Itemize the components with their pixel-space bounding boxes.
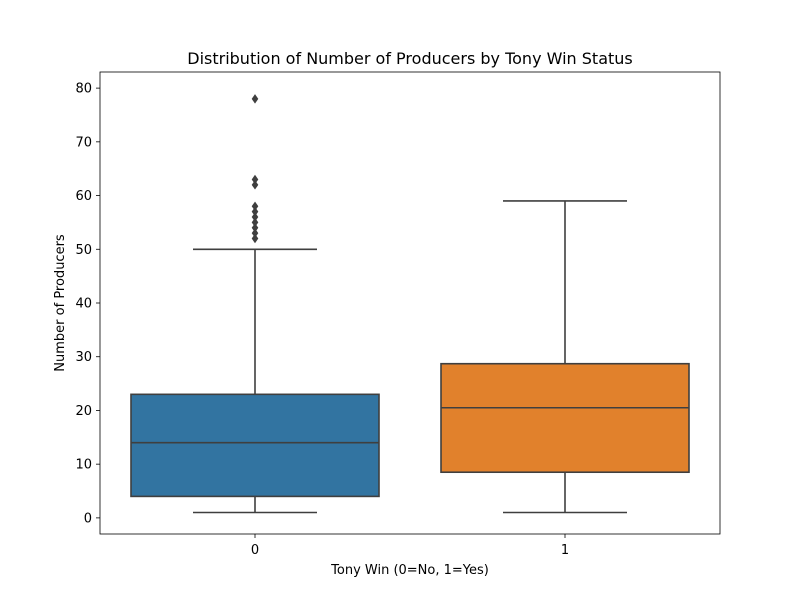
outlier-0-3 (251, 217, 259, 228)
y-tick-label-50: 50 (75, 243, 92, 258)
outlier-0-7 (251, 180, 259, 190)
y-tick-label-80: 80 (75, 82, 92, 97)
y-tick-label-20: 20 (75, 404, 92, 419)
y-axis-label: Number of Producers (53, 234, 68, 372)
outlier-0-5 (251, 206, 259, 217)
x-axis-label: Tony Win (0=No, 1=Yes) (330, 563, 489, 578)
y-tick-label-70: 70 (75, 135, 92, 150)
outlier-0-2 (251, 223, 259, 233)
y-tick-label-60: 60 (75, 189, 92, 204)
outlier-0-8 (251, 174, 259, 185)
axes: 0 10 20 30 40 50 60 70 80 0 1 (75, 82, 569, 558)
box-0 (130, 393, 380, 498)
x-tick-label-1: 1 (561, 543, 569, 558)
y-tick-label-30: 30 (75, 350, 92, 365)
outlier-0-1 (251, 228, 259, 238)
outlier-0-9 (251, 94, 259, 104)
box-group-0 (130, 94, 380, 514)
x-tick-label-0: 0 (251, 543, 259, 558)
box-group-1 (440, 200, 690, 514)
plot-area (130, 94, 690, 514)
y-tick-label-10: 10 (75, 458, 92, 473)
outlier-0-0 (251, 233, 259, 244)
y-tick-label-0: 0 (84, 511, 92, 526)
outlier-0-4 (251, 212, 259, 222)
y-tick-label-40: 40 (75, 297, 92, 312)
box-1 (440, 362, 690, 474)
chart-title: Distribution of Number of Producers by T… (187, 49, 633, 68)
outlier-0-6 (251, 201, 259, 212)
